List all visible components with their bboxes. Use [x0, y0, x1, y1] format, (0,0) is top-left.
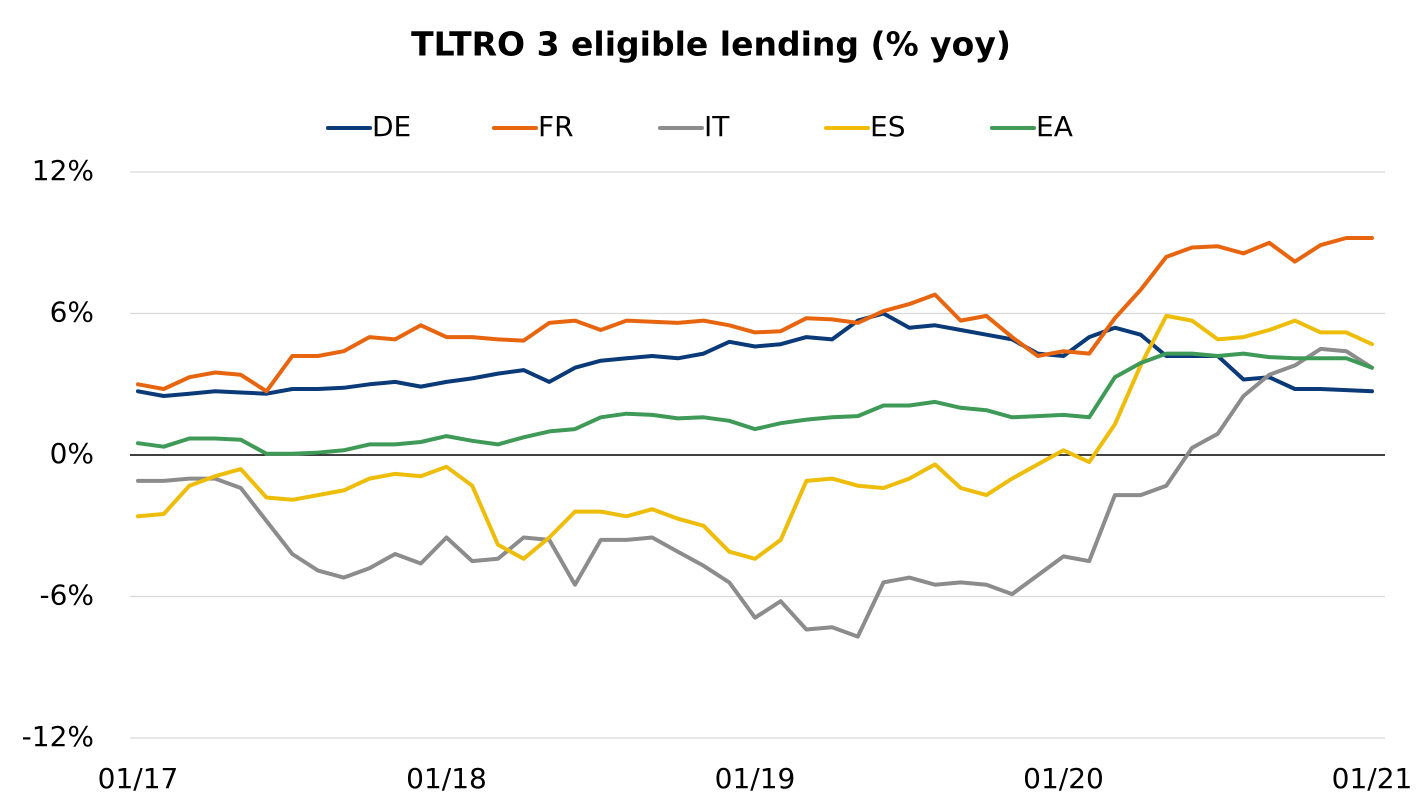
- legend-label: IT: [704, 110, 730, 143]
- y-tick-label: -6%: [39, 579, 94, 612]
- series-line: [136, 311, 1374, 398]
- y-tick-label: 6%: [50, 296, 94, 329]
- x-tick-label: 01/20: [1023, 762, 1104, 795]
- x-tick-label: 01/17: [98, 762, 179, 795]
- legend-label: ES: [870, 110, 905, 143]
- series-line: [136, 346, 1374, 639]
- series-line: [136, 313, 1374, 561]
- y-tick-label: 12%: [32, 154, 94, 187]
- legend-label: DE: [372, 110, 411, 143]
- y-tick-label: -12%: [22, 720, 94, 753]
- legend-label: EA: [1036, 110, 1073, 143]
- legend-label: FR: [538, 110, 574, 143]
- y-tick-label: 0%: [50, 437, 94, 470]
- x-tick-label: 01/18: [406, 762, 487, 795]
- series-line: [136, 236, 1374, 394]
- x-tick-label: 01/21: [1332, 762, 1413, 795]
- x-tick-label: 01/19: [715, 762, 796, 795]
- chart-title: TLTRO 3 eligible lending (% yoy): [411, 25, 1011, 64]
- series-line: [136, 351, 1374, 456]
